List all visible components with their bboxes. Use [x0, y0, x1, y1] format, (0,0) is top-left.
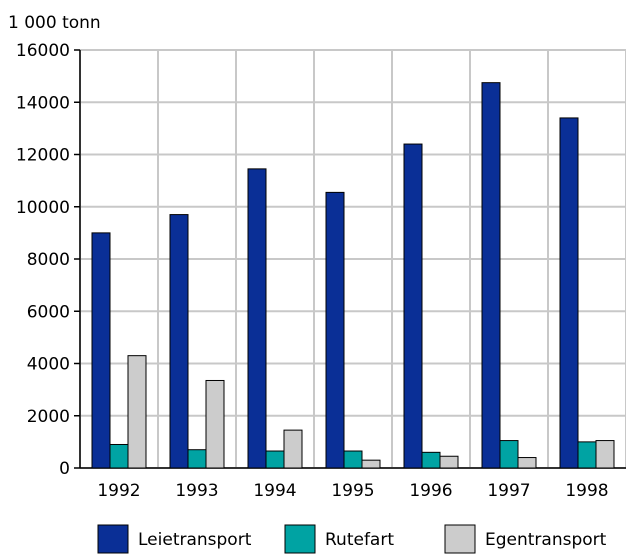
bar-rutefart-1994: [265, 450, 285, 469]
x-axis-ticks: 1992 1993 1994 1995 1996 1997 1998: [97, 481, 608, 501]
x-tick-label-1998: 1998: [565, 481, 608, 501]
bar-rutefart-1996: [421, 451, 441, 469]
y-tick-label-8: 16000: [16, 41, 70, 61]
bar-egentransport-1993: [205, 379, 225, 469]
legend-swatch-egentransport: [444, 524, 476, 554]
x-tick-label-1993: 1993: [175, 481, 218, 501]
bar-leietransport-1997: [481, 82, 501, 469]
bar-leietransport-1995: [325, 191, 345, 469]
x-tick-label-1996: 1996: [409, 481, 452, 501]
bar-rutefart-1998: [577, 441, 597, 469]
bar-leietransport-1994: [247, 168, 267, 469]
bars: [91, 82, 615, 469]
y-tick-label-7: 14000: [16, 93, 70, 113]
y-tick-label-1: 2000: [27, 407, 70, 427]
bar-egentransport-1996: [439, 455, 459, 469]
bar-rutefart-1992: [109, 443, 129, 469]
bar-rutefart-1997: [499, 440, 519, 469]
bar-egentransport-1992: [127, 355, 147, 469]
y-tick-label-2: 4000: [27, 355, 70, 375]
legend-label-egentransport: Egentransport: [485, 530, 607, 550]
legend-label-leietransport: Leietransport: [138, 530, 252, 550]
bar-rutefart-1995: [343, 450, 363, 469]
y-tick-label-3: 6000: [27, 302, 70, 322]
bar-egentransport-1995: [361, 459, 381, 469]
y-axis-ticks: 0 2000 4000 6000 8000 10000 12000 14000 16000: [16, 41, 80, 479]
bar-egentransport-1994: [283, 429, 303, 469]
x-tick-label-1997: 1997: [487, 481, 530, 501]
x-tick-label-1995: 1995: [331, 481, 374, 501]
bar-leietransport-1993: [169, 214, 189, 469]
y-tick-label-5: 10000: [16, 198, 70, 218]
legend-swatch-leietransport: [97, 524, 129, 554]
y-tick-label-4: 8000: [27, 250, 70, 270]
legend-label-rutefart: Rutefart: [325, 530, 394, 550]
y-tick-label-0: 0: [59, 459, 70, 479]
legend: Leietransport Rutefart Egentransport: [97, 524, 607, 554]
legend-swatch-rutefart: [284, 524, 316, 554]
grid: [79, 49, 626, 469]
unit-label: 1 000 tonn: [8, 13, 101, 33]
x-tick-label-1994: 1994: [253, 481, 296, 501]
bar-rutefart-1993: [187, 449, 207, 469]
bar-leietransport-1996: [403, 143, 423, 469]
bar-egentransport-1998: [595, 440, 615, 469]
y-tick-label-6: 12000: [16, 146, 70, 166]
x-tick-label-1992: 1992: [97, 481, 140, 501]
bar-leietransport-1992: [91, 232, 111, 469]
bar-leietransport-1998: [559, 117, 579, 469]
bar-egentransport-1997: [517, 457, 537, 469]
